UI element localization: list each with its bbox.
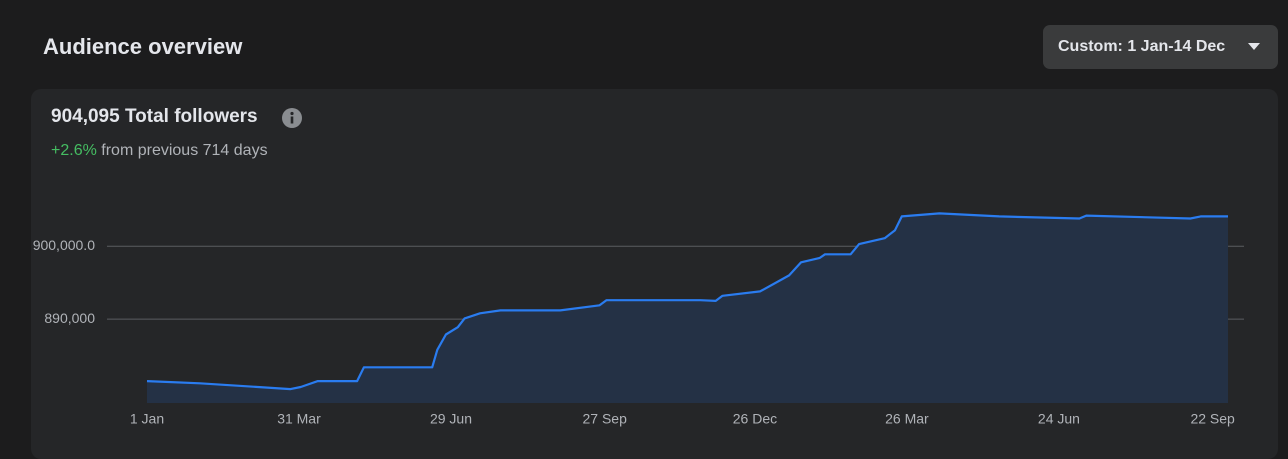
x-tick-label: 31 Mar — [277, 411, 321, 427]
x-tick-label: 1 Jan — [130, 411, 164, 427]
x-tick-label: 26 Dec — [733, 411, 777, 427]
page-title: Audience overview — [43, 34, 243, 59]
root: Audience overview Custom: 1 Jan-14 Dec 9… — [31, 25, 1278, 459]
x-tick-label: 27 Sep — [582, 411, 627, 427]
x-tick-label: 26 Mar — [885, 411, 929, 427]
x-tick-label: 29 Jun — [430, 411, 472, 427]
x-tick-label: 22 Sep — [1190, 411, 1235, 427]
change-value: +2.6% — [51, 142, 97, 159]
y-tick-label: 890,000 — [44, 310, 95, 326]
info-icon[interactable] — [282, 108, 302, 128]
y-tick-label: 900,000.0 — [33, 237, 95, 253]
date-range-label: Custom: 1 Jan-14 Dec — [1058, 38, 1226, 55]
change-text: +2.6% from previous 714 days — [51, 142, 268, 160]
page: {"header": {"title": "Audience overview"… — [31, 25, 1278, 459]
line — [146, 212, 1228, 391]
area — [147, 213, 1228, 403]
total-label: Total followers — [124, 106, 258, 127]
chart: 890,000 900,000.0 1 Jan 31 Mar 29 Jun 27 Sep 2… — [33, 212, 1244, 427]
x-tick-label: 24 Jun — [1038, 411, 1080, 427]
dropdown-caret — [1248, 43, 1260, 50]
total-followers: 904,095 Total followers — [51, 106, 258, 128]
change-desc: from previous 714 days — [101, 142, 268, 159]
total-value: 904,095 — [51, 106, 120, 127]
date-range-button[interactable]: Custom: 1 Jan-14 Dec — [1043, 25, 1278, 69]
